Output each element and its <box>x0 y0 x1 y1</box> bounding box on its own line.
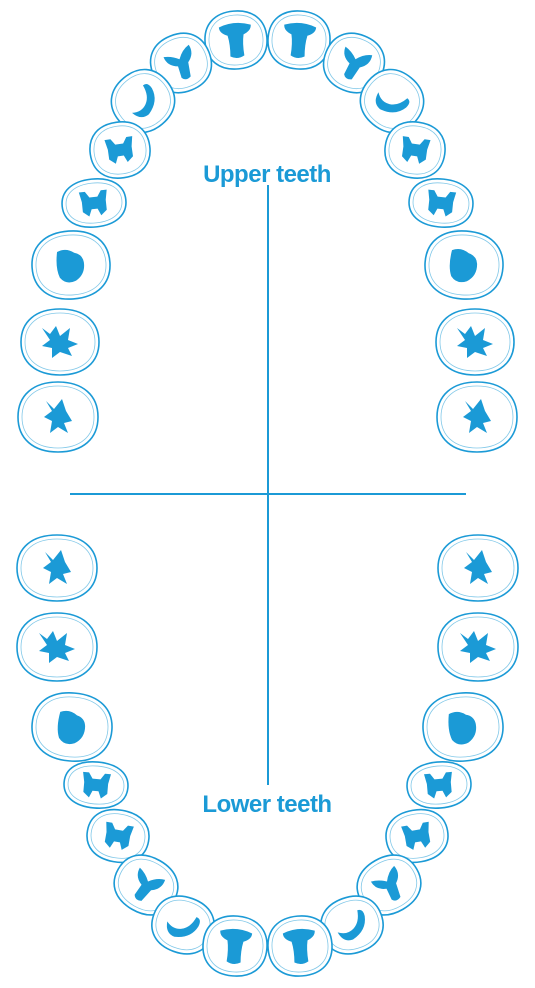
tooth-pulp <box>163 44 192 80</box>
tooth-inner-outline <box>90 813 146 859</box>
tooth-inner-outline <box>35 696 109 758</box>
lower-right-tooth-4 <box>406 761 472 809</box>
tooth-inner-outline <box>67 765 125 805</box>
upper-left-tooth-6 <box>31 230 111 300</box>
tooth-inner-outline <box>441 616 515 678</box>
tooth-inner-outline <box>154 36 208 90</box>
tooth-pulp <box>337 909 365 941</box>
tooth-pulp <box>83 771 111 799</box>
tooth-inner-outline <box>21 385 95 449</box>
lower-teeth-label: Lower teeth <box>202 791 331 818</box>
lower-right-tooth-3 <box>422 692 504 762</box>
upper-left-tooth-5 <box>61 178 127 228</box>
lower-left-tooth-2 <box>16 612 98 682</box>
tooth-inner-outline <box>271 919 329 973</box>
tooth-pulp <box>43 550 71 584</box>
lower-left-tooth-4 <box>63 761 129 809</box>
upper-left-tooth-7 <box>20 308 100 376</box>
tooth-pulp <box>78 189 107 217</box>
tooth-inner-outline <box>208 14 264 66</box>
tooth-pulp <box>448 711 477 745</box>
tooth-pulp <box>370 865 401 901</box>
tooth-inner-outline <box>439 312 511 372</box>
teeth-layer <box>16 10 519 977</box>
tooth-pulp <box>464 550 492 584</box>
upper-right-tooth-1 <box>267 10 331 70</box>
tooth-inner-outline <box>388 125 442 175</box>
tooth-pulp <box>134 867 166 901</box>
tooth-inner-outline <box>24 312 96 372</box>
upper-right-tooth-7 <box>435 308 515 376</box>
tooth-inner-outline <box>389 813 445 859</box>
tooth-pulp <box>56 249 85 283</box>
upper-left-tooth-3 <box>110 68 176 134</box>
tooth-pulp <box>39 631 75 663</box>
lower-right-tooth-7 <box>320 895 384 955</box>
tooth-inner-outline <box>412 182 470 224</box>
upper-left-tooth-2 <box>149 32 213 94</box>
upper-left-tooth-8 <box>17 381 99 453</box>
tooth-pulp <box>57 710 86 745</box>
tooth-inner-outline <box>441 538 515 598</box>
tooth-inner-outline <box>65 182 123 224</box>
tooth-pulp <box>44 399 72 433</box>
tooth-pulp <box>104 136 133 164</box>
tooth-inner-outline <box>35 234 107 296</box>
tooth-pulp <box>42 326 78 358</box>
upper-right-tooth-4 <box>384 121 446 179</box>
lower-left-tooth-3 <box>31 692 113 762</box>
tooth-pulp <box>375 92 410 113</box>
tooth-pulp <box>424 771 452 799</box>
tooth-pulp <box>449 248 478 283</box>
tooth-pulp <box>218 22 251 58</box>
tooth-inner-outline <box>20 538 94 598</box>
tooth-inner-outline <box>271 14 327 66</box>
tooth-outline <box>110 68 176 134</box>
lower-right-tooth-2 <box>437 612 519 682</box>
tooth-inner-outline <box>93 125 147 175</box>
tooth-pulp <box>457 326 493 358</box>
lower-right-tooth-1 <box>437 534 519 602</box>
tooth-pulp <box>402 136 431 164</box>
tooth-inner-outline <box>428 234 500 296</box>
tooth-inner-outline <box>364 73 420 129</box>
lower-left-tooth-8 <box>202 915 268 977</box>
upper-left-tooth-1 <box>204 10 268 70</box>
tooth-inner-outline <box>360 858 418 912</box>
upper-right-tooth-3 <box>359 68 425 134</box>
tooth-outline <box>359 68 425 134</box>
upper-teeth-label: Upper teeth <box>203 161 331 188</box>
tooth-pulp <box>282 928 315 964</box>
tooth-inner-outline <box>20 616 94 678</box>
tooth-pulp <box>460 631 496 663</box>
lower-left-tooth-5 <box>86 808 150 864</box>
tooth-pulp <box>428 189 457 217</box>
upper-right-tooth-5 <box>408 178 474 228</box>
lower-right-tooth-8 <box>267 915 333 977</box>
lower-right-tooth-6 <box>356 854 422 916</box>
tooth-pulp <box>284 22 317 58</box>
tooth-pulp <box>344 46 373 80</box>
upper-right-tooth-6 <box>424 230 504 300</box>
tooth-inner-outline <box>206 919 264 973</box>
upper-right-tooth-8 <box>436 381 518 453</box>
tooth-pulp <box>401 821 431 850</box>
upper-left-tooth-4 <box>89 121 151 179</box>
tooth-inner-outline <box>410 765 468 805</box>
lower-left-tooth-1 <box>16 534 98 602</box>
tooth-outline <box>320 895 384 955</box>
tooth-inner-outline <box>324 899 380 951</box>
tooth-pulp <box>166 917 200 937</box>
tooth-pulp <box>463 399 491 433</box>
tooth-inner-outline <box>115 73 171 129</box>
tooth-inner-outline <box>426 696 500 758</box>
tooth-pulp <box>132 83 155 118</box>
tooth-pulp <box>220 928 253 964</box>
tooth-pulp <box>104 821 134 850</box>
tooth-inner-outline <box>440 385 514 449</box>
